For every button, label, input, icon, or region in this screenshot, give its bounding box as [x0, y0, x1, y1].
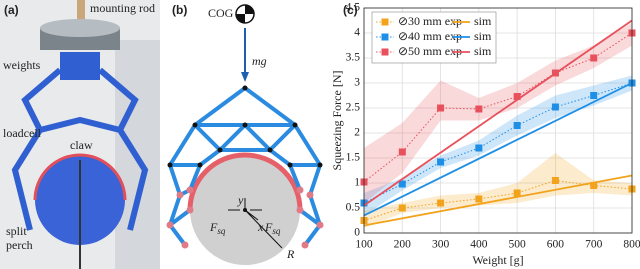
claw-links	[11, 67, 149, 231]
marker	[513, 122, 521, 129]
annotation: split	[6, 224, 27, 238]
center	[243, 208, 247, 212]
annotation: COG	[208, 6, 234, 20]
x-tick-label: 400	[470, 239, 488, 251]
marker	[513, 93, 521, 100]
legend-label: ⊘50 mm exp	[398, 44, 462, 58]
perch-pad	[33, 153, 127, 201]
annotation: Fsq	[264, 220, 281, 236]
axes-arrows	[228, 198, 283, 249]
y-tick-label: 0.5	[346, 202, 361, 214]
x-tick-label: 300	[432, 239, 450, 251]
marker	[398, 148, 406, 156]
legend-marker	[381, 18, 389, 26]
sim-line	[363, 174, 633, 227]
force-main: F	[209, 220, 218, 234]
chart: (c) 0 0.5 1 1.5 2 2.5 3 3.5 4 4.5 100 200 300 400 500 6…	[330, 2, 640, 267]
annotation: R	[286, 247, 295, 261]
weight-top	[40, 19, 120, 37]
force-sub: sq	[272, 226, 281, 236]
marker	[475, 105, 483, 113]
marker	[551, 177, 559, 184]
photo-panel: (a) mounting rod weights loadcell claw s…	[0, 0, 160, 269]
contacts	[166, 186, 324, 249]
x-tick-label: 600	[547, 239, 565, 251]
legend-marker	[381, 33, 389, 41]
legend: ⊘30 mm exp sim ⊘40 mm exp sim ⊘50 mm exp sim	[371, 11, 497, 64]
legend-label: sim	[474, 14, 492, 28]
y-tick-label: 3.5	[346, 52, 361, 64]
marker	[590, 54, 598, 62]
annotation: Fsq	[209, 220, 226, 236]
legend-label: ⊘40 mm exp	[398, 29, 462, 43]
y-tick-label: 2.5	[346, 102, 361, 114]
legend-label: sim	[474, 44, 492, 58]
legend-label: sim	[474, 29, 492, 43]
legend-marker	[381, 48, 389, 56]
annotation: x	[257, 220, 264, 234]
y-tick-label: 4.5	[346, 2, 361, 14]
annotation: y	[237, 193, 244, 207]
x-tick-label: 200	[394, 239, 412, 251]
rod	[77, 0, 85, 22]
marker	[437, 199, 445, 207]
perch-arc	[187, 152, 303, 211]
panel-label: (a)	[4, 3, 19, 17]
marker	[437, 104, 445, 112]
marker	[398, 180, 406, 188]
y-tick-label: 3	[354, 77, 360, 89]
panel-label: (c)	[343, 3, 358, 17]
y-tick-label: 4	[354, 27, 360, 39]
uncertainty-band	[364, 153, 632, 228]
sim-line	[363, 19, 633, 207]
exp-line	[363, 82, 633, 204]
force-sub: sq	[217, 226, 226, 236]
marker	[590, 182, 598, 189]
annotation: claw	[70, 138, 93, 152]
y-tick-label: 1.5	[346, 152, 361, 164]
legend-label: ⊘30 mm exp	[398, 14, 462, 28]
joints	[167, 85, 323, 168]
x-tick-label: 100	[355, 239, 373, 251]
claw-hub	[60, 52, 100, 80]
annotation: mounting rod	[90, 1, 155, 15]
axes-frame	[363, 7, 633, 234]
marker	[513, 189, 521, 197]
marker	[590, 92, 598, 99]
marker	[475, 144, 483, 152]
legend-frame	[371, 11, 497, 64]
annotation: loadcell	[3, 126, 42, 140]
y-axis-label: Squeezing Force [N]	[330, 71, 344, 171]
marker	[398, 204, 406, 212]
cog-fill	[236, 5, 254, 23]
annotation: weights	[3, 58, 41, 72]
sim-line	[363, 82, 633, 217]
x-tick-label: 800	[623, 239, 640, 251]
annotation: mg	[252, 54, 267, 68]
x-tick-label: 500	[509, 239, 527, 251]
y-tick-label: 0	[354, 227, 360, 239]
annotation: perch	[6, 238, 33, 252]
uncertainty-band	[364, 75, 632, 216]
y-tick-label: 1	[354, 177, 360, 189]
x-axis-label: Weight [g]	[472, 253, 523, 267]
marker	[437, 158, 445, 166]
panel-label: (b)	[172, 3, 187, 17]
y-tick-label: 2	[354, 127, 360, 139]
arrow	[241, 72, 249, 82]
force-main: F	[264, 220, 273, 234]
x-tick-label: 700	[585, 239, 603, 251]
exp-line	[363, 32, 633, 183]
marker	[551, 103, 559, 111]
marker	[475, 195, 483, 203]
diagram-panel: (b) COG mg Fsq Fsq y x R	[166, 3, 324, 265]
